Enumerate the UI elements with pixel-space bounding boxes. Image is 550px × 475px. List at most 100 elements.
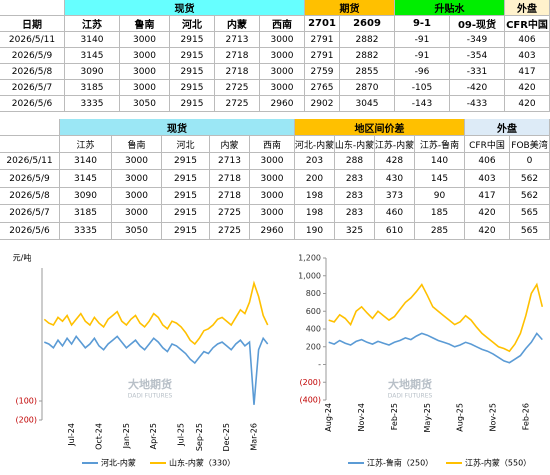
value-cell: 403 bbox=[465, 170, 510, 188]
column-header: 鲁南 bbox=[112, 136, 162, 153]
value-cell: 610 bbox=[375, 222, 415, 240]
value-cell: -105 bbox=[395, 80, 450, 96]
value-cell: 2915 bbox=[162, 187, 210, 206]
x-tick-label: Nov-25 bbox=[488, 403, 497, 431]
x-tick-label: Feb-26 bbox=[521, 403, 530, 430]
legend-label: 山东-内蒙（330） bbox=[169, 458, 235, 468]
value-cell: 420 bbox=[465, 222, 510, 240]
x-tick-label: Aug-24 bbox=[324, 403, 333, 432]
date-cell: 2026/5/7 bbox=[0, 80, 65, 96]
column-header: CFR中国 bbox=[465, 136, 510, 153]
value-cell: 2725 bbox=[210, 205, 250, 223]
x-tick-label: May-25 bbox=[423, 403, 432, 432]
value-cell: 373 bbox=[375, 187, 415, 206]
value-cell: 325 bbox=[335, 222, 375, 240]
value-cell: 3000 bbox=[112, 153, 162, 171]
value-cell: 3335 bbox=[60, 222, 112, 240]
value-cell: 3145 bbox=[65, 48, 120, 64]
x-tick-label: Mar-26 bbox=[250, 423, 259, 451]
value-cell: 288 bbox=[335, 153, 375, 171]
column-header: 鲁南 bbox=[120, 16, 170, 32]
value-cell: 3000 bbox=[112, 187, 162, 206]
value-cell: 3000 bbox=[250, 205, 295, 223]
value-cell: 2725 bbox=[215, 80, 260, 96]
watermark-sub: DADI FUTURES bbox=[128, 393, 173, 400]
value-cell: 403 bbox=[505, 48, 550, 64]
value-cell: 2713 bbox=[215, 32, 260, 48]
header-first-column bbox=[0, 136, 60, 153]
value-cell: 145 bbox=[415, 170, 465, 188]
group-header: 现货 bbox=[65, 0, 305, 16]
series-line bbox=[43, 280, 269, 346]
value-cell: 2915 bbox=[170, 32, 215, 48]
column-header: 西南 bbox=[260, 16, 305, 32]
value-cell: 406 bbox=[465, 153, 510, 171]
x-tick-label: Jan-25 bbox=[122, 423, 131, 449]
value-cell: 3000 bbox=[260, 64, 305, 80]
value-cell: 285 bbox=[415, 222, 465, 240]
value-cell: 3000 bbox=[250, 187, 295, 206]
value-cell: 2915 bbox=[162, 205, 210, 223]
value-cell: 2915 bbox=[162, 153, 210, 171]
date-cell: 2026/5/8 bbox=[0, 64, 65, 80]
date-cell: 2026/5/9 bbox=[0, 170, 60, 188]
value-cell: 3145 bbox=[60, 170, 112, 188]
value-cell: 185 bbox=[415, 205, 465, 223]
column-header: 内蒙 bbox=[210, 136, 250, 153]
x-tick-label: Nov-24 bbox=[357, 403, 366, 431]
value-cell: 3140 bbox=[60, 153, 112, 171]
header-blank bbox=[0, 0, 65, 16]
group-header: 外盘 bbox=[465, 119, 550, 136]
value-cell: 2915 bbox=[162, 170, 210, 188]
value-cell: 428 bbox=[375, 153, 415, 171]
value-cell: -143 bbox=[395, 96, 450, 112]
value-cell: 190 bbox=[295, 222, 335, 240]
date-cell: 2026/5/6 bbox=[0, 96, 65, 112]
value-cell: 3000 bbox=[112, 205, 162, 223]
x-tick-label: Apr-25 bbox=[149, 423, 158, 449]
series-line bbox=[328, 282, 544, 353]
value-cell: 2902 bbox=[305, 96, 340, 112]
value-cell: 562 bbox=[510, 187, 550, 206]
date-cell: 2026/5/6 bbox=[0, 222, 60, 240]
value-cell: 283 bbox=[335, 187, 375, 206]
column-header: 内蒙 bbox=[215, 16, 260, 32]
value-cell: 406 bbox=[505, 32, 550, 48]
value-cell: 2718 bbox=[210, 187, 250, 206]
x-tick-label: Oct-24 bbox=[95, 423, 104, 450]
series-line bbox=[328, 332, 543, 364]
value-cell: 417 bbox=[465, 187, 510, 206]
value-cell: 3000 bbox=[250, 170, 295, 188]
column-header: 河北-内蒙 bbox=[295, 136, 335, 153]
y-tick-label: 200 bbox=[306, 342, 321, 351]
value-cell: 2960 bbox=[250, 222, 295, 240]
legend-label: 河北-内蒙 bbox=[101, 458, 136, 468]
watermark-sub: DADI FUTURES bbox=[388, 393, 433, 400]
value-cell: 2915 bbox=[170, 80, 215, 96]
x-tick-label: Feb-25 bbox=[390, 403, 399, 430]
header-first-column: 日期 bbox=[0, 16, 65, 32]
column-header: 江苏 bbox=[60, 136, 112, 153]
value-cell: 3000 bbox=[260, 48, 305, 64]
y-tick-label: 600 bbox=[306, 307, 321, 316]
group-header: 现货 bbox=[60, 119, 295, 136]
value-cell: 3335 bbox=[65, 96, 120, 112]
value-cell: 2915 bbox=[162, 222, 210, 240]
value-cell: 2791 bbox=[305, 32, 340, 48]
column-header: 2609 bbox=[340, 16, 395, 32]
column-header: 河北 bbox=[170, 16, 215, 32]
y-tick-label: - bbox=[318, 360, 321, 369]
y-axis-label: 元/吨 bbox=[13, 253, 32, 263]
legend-label: 江苏-鲁南（250） bbox=[367, 458, 433, 468]
value-cell: 3185 bbox=[65, 80, 120, 96]
value-cell: 420 bbox=[465, 205, 510, 223]
value-cell: 0 bbox=[510, 153, 550, 171]
y-tick-label: 800 bbox=[306, 289, 321, 298]
value-cell: 198 bbox=[295, 205, 335, 223]
date-cell: 2026/5/11 bbox=[0, 153, 60, 171]
column-header: 江苏 bbox=[65, 16, 120, 32]
value-cell: -354 bbox=[450, 48, 505, 64]
y-tick-label: (400) bbox=[299, 396, 321, 405]
